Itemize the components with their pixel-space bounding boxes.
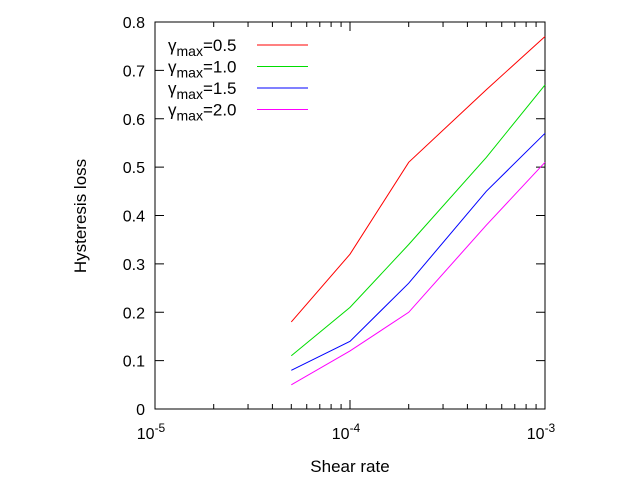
x-axis-title: Shear rate xyxy=(310,457,389,476)
x-tick-label: 10-5 xyxy=(137,421,166,443)
y-tick-label: 0.6 xyxy=(123,112,145,129)
y-axis: 0 0.1 0.2 0.3 0.4 0.5 0.6 0.7 0.8 xyxy=(123,15,545,419)
y-tick-label: 0.7 xyxy=(123,63,145,80)
y-tick-label: 0.3 xyxy=(123,257,145,274)
legend-label-4: γmax=2.0 xyxy=(168,101,237,124)
legend-label-1: γmax=0.5 xyxy=(168,36,237,59)
legend-label-2: γmax=1.0 xyxy=(168,58,237,81)
series-line-3 xyxy=(291,132,546,371)
x-tick-label: 10-4 xyxy=(332,421,361,443)
y-tick-label: 0.1 xyxy=(123,354,145,371)
y-axis-title: Hysteresis loss xyxy=(71,159,90,273)
legend-label-3: γmax=1.5 xyxy=(168,79,237,102)
series-line-1 xyxy=(290,36,546,323)
x-tick-label: 10-3 xyxy=(527,421,556,443)
y-tick-label: 0.8 xyxy=(123,15,145,32)
y-tick-label: 0.5 xyxy=(123,160,145,177)
series-line-2 xyxy=(290,84,546,357)
y-tick-label: 0.2 xyxy=(123,305,145,322)
series-line-4 xyxy=(291,161,546,386)
series-layer xyxy=(290,36,546,386)
y-tick-label: 0.4 xyxy=(123,209,145,226)
y-tick-label: 0 xyxy=(136,402,145,419)
x-axis: 10-5 10-4 10-3 xyxy=(137,22,556,443)
